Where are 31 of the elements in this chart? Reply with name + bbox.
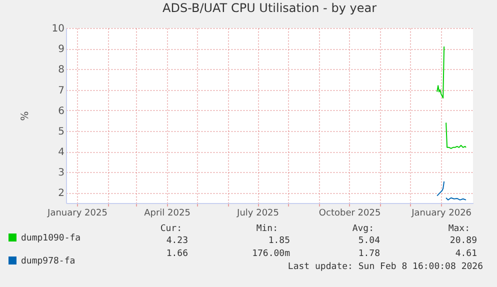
y-tick-label: 10	[52, 24, 64, 34]
y-tick-label: 7	[58, 85, 64, 96]
text: 4.61	[455, 249, 477, 259]
x-tick-label: April 2025	[144, 208, 190, 218]
y-axis-title: %	[20, 111, 31, 121]
y-tick-label: 2	[58, 188, 64, 200]
y-tick-label: 5	[58, 126, 64, 138]
text: Max:	[448, 224, 470, 234]
text: 20.89	[450, 236, 477, 246]
text: Last update: Sun Feb 8 16:00:08 2026	[288, 262, 483, 272]
x-tick-label: January 2026	[410, 208, 472, 218]
text: 5.04	[358, 236, 380, 246]
y-tick-label: 9	[58, 44, 64, 56]
text: 1.78	[358, 249, 380, 259]
legend-label: dump978-fa	[21, 256, 76, 266]
x-tick-label: January 2025	[46, 208, 108, 218]
x-tick-label: July 2025	[236, 208, 280, 218]
legend-label: dump1090-fa	[21, 234, 81, 244]
x-tick-label: October 2025	[318, 208, 381, 218]
y-tick-label: 3	[58, 168, 64, 179]
text: 1.66	[166, 249, 188, 259]
text: Cur:	[160, 224, 182, 234]
text: 176.00m	[252, 249, 290, 259]
y-tick-label: 8	[58, 64, 64, 76]
y-tick-label: 4	[58, 147, 64, 158]
text: 1.85	[268, 236, 290, 246]
y-tick-label: 6	[58, 106, 64, 117]
text: Min:	[256, 224, 278, 234]
chart-title: ADS-B/UAT CPU Utilisation - by year	[162, 1, 377, 15]
text: 4.23	[166, 236, 188, 246]
text: Avg:	[352, 224, 374, 234]
